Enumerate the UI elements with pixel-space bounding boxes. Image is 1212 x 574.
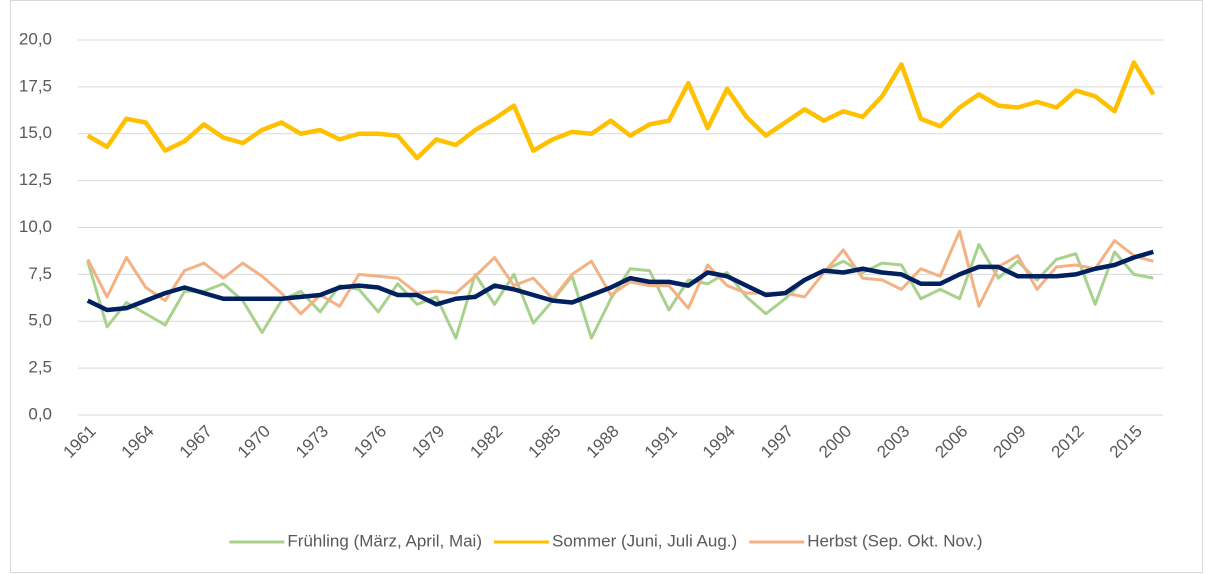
- y-tick-label: 12,5: [19, 170, 52, 189]
- series-line: [86, 229, 1154, 316]
- y-tick-label: 17,5: [19, 76, 52, 95]
- series-line: [86, 60, 1156, 161]
- legend-label: Herbst (Sep. Okt. Nov.): [807, 531, 982, 550]
- y-tick-label: 0,0: [28, 404, 52, 423]
- y-tick-label: 7,5: [28, 264, 52, 283]
- y-tick-label: 10,0: [19, 217, 52, 236]
- y-tick-label: 5,0: [28, 311, 52, 330]
- y-tick-label: 15,0: [19, 123, 52, 142]
- legend-label: Frühling (März, April, Mai): [287, 531, 482, 550]
- y-tick-label: 20,0: [19, 29, 52, 48]
- legend: Frühling (März, April, Mai) Sommer (Juni,…: [229, 531, 983, 550]
- legend-label: Sommer (Juni, Juli Aug.): [552, 531, 737, 550]
- y-tick-label: 2,5: [28, 358, 52, 377]
- series-line: [86, 249, 1154, 313]
